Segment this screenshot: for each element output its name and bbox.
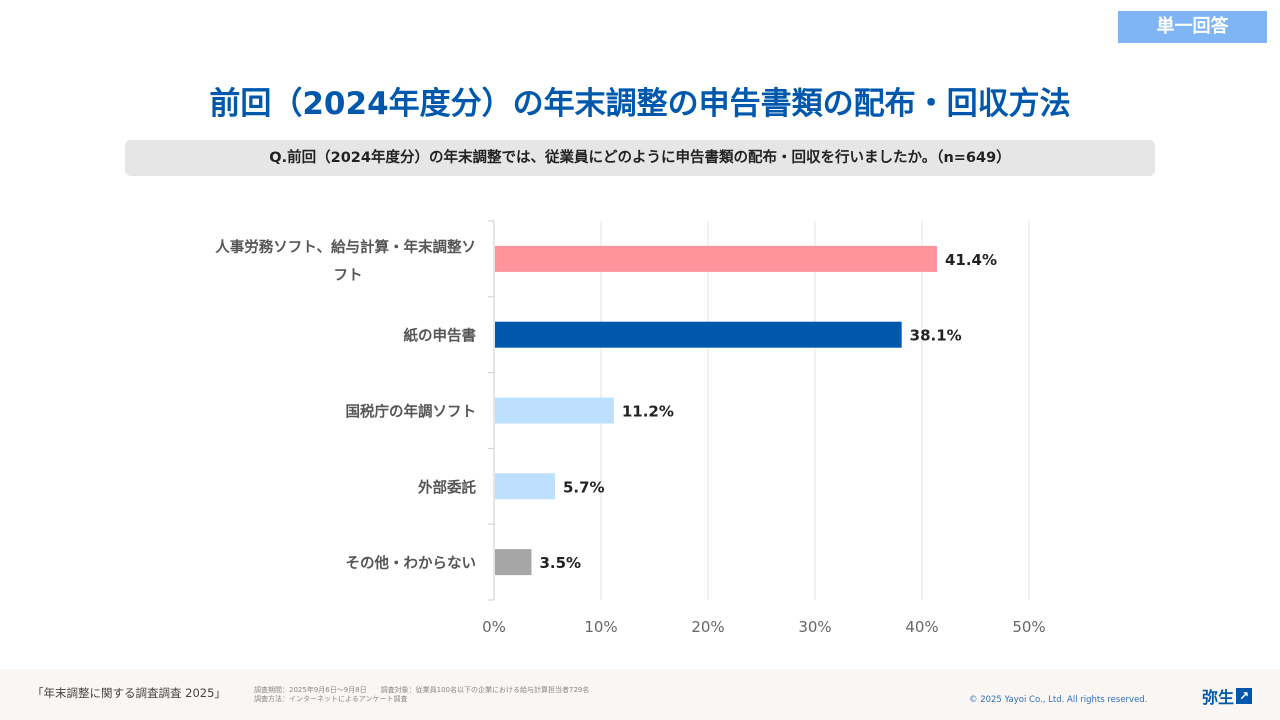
survey-notes: 調査期間：2025年9月6日～9月8日 調査対象：従業員100名以下の企業におけ… (254, 686, 589, 704)
x-tick-label: 0% (482, 618, 506, 636)
survey-title: 「年末調整に関する調査調査 2025」 (32, 686, 226, 700)
category-label: フト (334, 268, 363, 284)
question-banner: Q.前回（2024年度分）の年末調整では、従業員にどのように申告書類の配布・回収… (125, 140, 1155, 176)
single-answer-badge: 単一回答 (1118, 11, 1267, 43)
x-tick-label: 30% (798, 618, 831, 636)
x-tick-label: 10% (584, 618, 617, 636)
page-title: 前回（2024年度分）の年末調整の申告書類の配布・回収方法 (209, 86, 1071, 122)
survey-note-line: 調査方法：インターネットによるアンケート調査 (254, 695, 408, 703)
x-tick-label: 50% (1012, 618, 1045, 636)
bar (495, 473, 555, 500)
data-label: 38.1% (910, 327, 962, 345)
bar (495, 321, 902, 348)
data-label: 41.4% (945, 251, 997, 269)
data-label: 11.2% (622, 403, 674, 421)
bar-chart: 0% 10% 20% 30% 40% 50% 41.4% 人事労務ソフト、給与計算・年末調整ソ… (215, 220, 1046, 636)
category-label: その他・わからない (346, 554, 477, 572)
x-tick-label: 40% (905, 618, 938, 636)
category-label: 人事労務ソフト、給与計算・年末調整ソ (215, 238, 476, 256)
category-label: 紙の申告書 (404, 327, 477, 345)
x-tick-label: 20% (691, 618, 724, 636)
bar (495, 397, 614, 424)
category-label: 外部委託 (418, 478, 476, 496)
survey-note-line: 調査期間：2025年9月6日～9月8日 調査対象：従業員100名以下の企業におけ… (254, 686, 590, 694)
data-label: 3.5% (539, 554, 581, 572)
data-label: 5.7% (563, 478, 605, 496)
footer: 「年末調整に関する調査調査 2025」 調査期間：2025年9月6日～9月8日 … (0, 669, 1280, 720)
bar (495, 549, 532, 576)
category-label: 国税庁の年調ソフト (346, 403, 477, 421)
bar (495, 245, 937, 272)
arrow-icon: ↗ (1236, 688, 1253, 704)
logo-text: 弥生 (1202, 688, 1235, 707)
copyright: © 2025 Yayoi Co., Ltd. All rights reserv… (969, 695, 1148, 705)
yayoi-logo: 弥生 ↗ (1202, 684, 1253, 708)
